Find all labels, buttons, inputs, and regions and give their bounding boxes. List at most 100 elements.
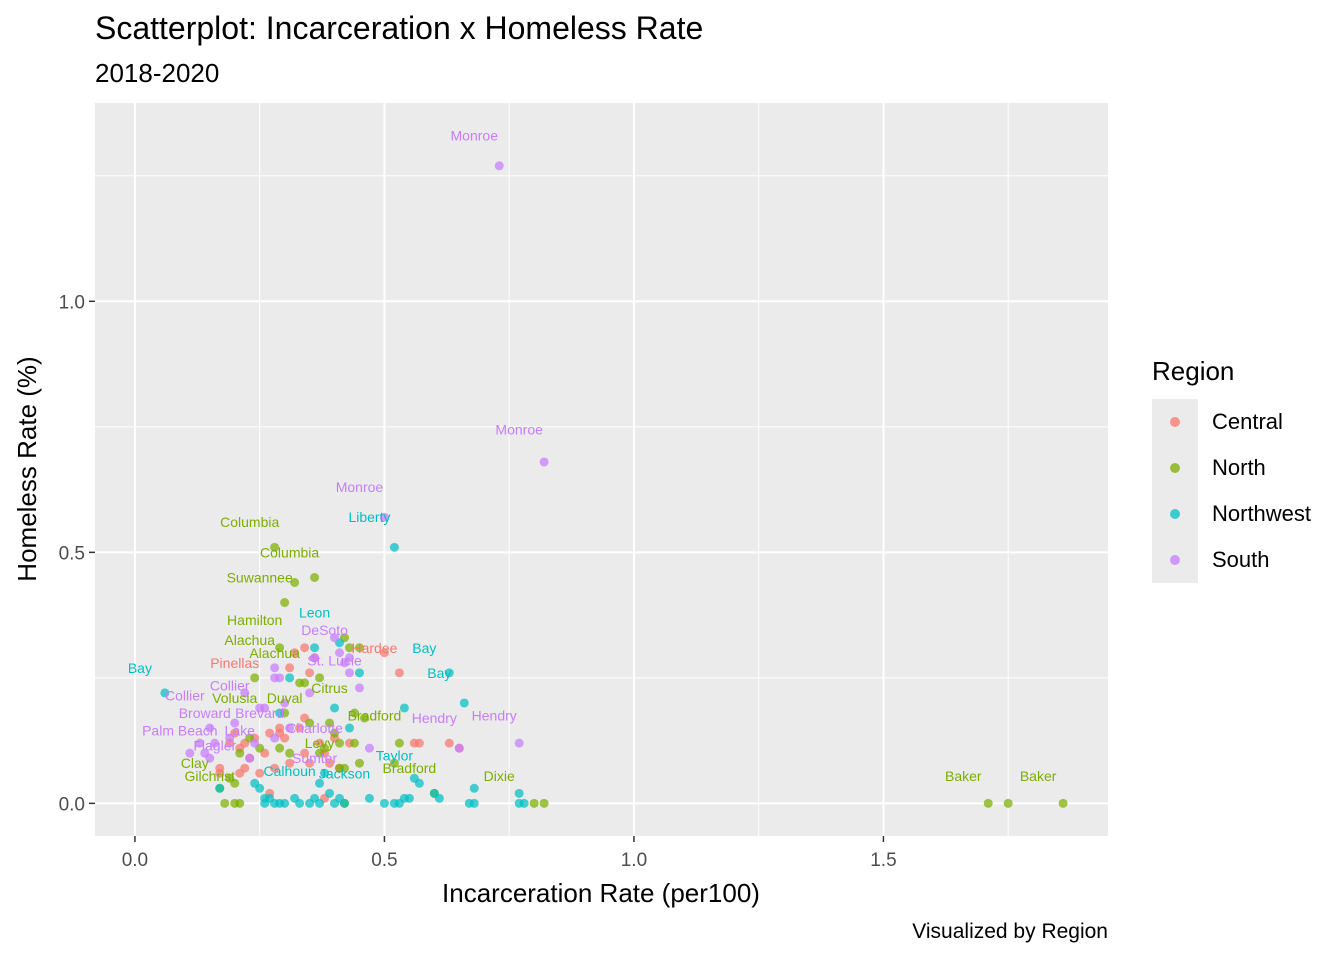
data-point-south bbox=[539, 457, 549, 467]
point-label-south: DeSoto bbox=[301, 622, 348, 638]
point-label-central: Hardee bbox=[351, 640, 397, 656]
x-axis-title: Incarceration Rate (per100) bbox=[442, 878, 760, 908]
data-point-north bbox=[275, 643, 285, 653]
data-point-northwest bbox=[379, 798, 389, 808]
data-point-northwest bbox=[389, 542, 399, 552]
data-point-north bbox=[539, 798, 549, 808]
data-point-north bbox=[394, 738, 404, 748]
chart-title: Scatterplot: Incarceration x Homeless Ra… bbox=[95, 10, 704, 46]
point-label-northwest: Bay bbox=[427, 665, 451, 681]
data-point-central bbox=[285, 663, 295, 673]
data-point-northwest bbox=[519, 798, 529, 808]
legend-item-south: South bbox=[1152, 537, 1311, 583]
data-point-northwest bbox=[255, 783, 265, 793]
data-point-central bbox=[305, 668, 315, 678]
data-point-central bbox=[300, 748, 310, 758]
data-point-central bbox=[280, 733, 290, 743]
data-point-north bbox=[340, 763, 350, 773]
y-tick-label: 1.0 bbox=[59, 292, 85, 313]
data-point-north bbox=[315, 673, 325, 683]
data-point-south bbox=[280, 698, 290, 708]
point-label-south: Hendry bbox=[412, 710, 457, 726]
point-label-south: Charlotte bbox=[286, 720, 343, 736]
data-point-northwest bbox=[275, 708, 285, 718]
data-point-south bbox=[185, 748, 195, 758]
data-point-north bbox=[389, 758, 399, 768]
y-axis-title: Homeless Rate (%) bbox=[12, 356, 42, 581]
data-point-north bbox=[220, 798, 230, 808]
labels-layer: Pinellas Hardee Columbia Columbia Suwannee Ha… bbox=[128, 128, 1057, 784]
data-point-south bbox=[240, 688, 250, 698]
point-label-north: Suwannee bbox=[227, 569, 293, 585]
point-label-south: Monroe bbox=[495, 421, 543, 437]
data-point-south bbox=[205, 753, 215, 763]
data-point-northwest bbox=[280, 798, 290, 808]
data-point-north bbox=[225, 773, 235, 783]
point-label-north: Bradford bbox=[383, 760, 437, 776]
legend-label: Central bbox=[1212, 409, 1283, 434]
data-point-central bbox=[414, 738, 424, 748]
legend-swatch bbox=[1170, 509, 1180, 519]
point-label-south: Collier bbox=[210, 677, 250, 693]
point-label-north: Citrus bbox=[311, 680, 348, 696]
point-label-northwest: Calhoun bbox=[264, 763, 316, 779]
point-label-north: Volusia bbox=[212, 690, 257, 706]
chart-caption: Visualized by Region bbox=[912, 920, 1108, 943]
data-point-north bbox=[300, 678, 310, 688]
point-label-south: St. Lucie bbox=[307, 652, 362, 668]
data-point-north bbox=[250, 673, 260, 683]
data-point-south bbox=[195, 738, 205, 748]
legend: Region Central North Northwest South bbox=[1152, 356, 1311, 583]
legend-label: South bbox=[1212, 547, 1270, 572]
plot-panel bbox=[95, 103, 1108, 836]
data-point-south bbox=[354, 683, 364, 693]
data-point-north bbox=[235, 798, 245, 808]
data-point-north bbox=[275, 743, 285, 753]
data-point-northwest bbox=[469, 798, 479, 808]
data-point-south bbox=[260, 703, 270, 713]
point-label-northwest: Jackson bbox=[319, 765, 370, 781]
data-point-south bbox=[514, 738, 524, 748]
legend-key bbox=[1152, 491, 1198, 537]
data-point-central bbox=[305, 758, 315, 768]
data-point-northwest bbox=[160, 688, 170, 698]
x-axis: 0.0 0.5 1.0 1.5 bbox=[122, 836, 897, 871]
data-point-north bbox=[1003, 798, 1013, 808]
data-point-north bbox=[983, 798, 993, 808]
data-point-south bbox=[494, 161, 504, 171]
point-label-northwest: Bay bbox=[128, 660, 152, 676]
data-point-central bbox=[300, 643, 310, 653]
legend-key bbox=[1152, 537, 1198, 583]
data-point-north bbox=[280, 598, 290, 608]
point-label-north: Dixie bbox=[484, 768, 515, 784]
points-layer bbox=[160, 161, 1068, 808]
x-tick-label: 0.0 bbox=[122, 850, 148, 871]
point-label-north: Alachua bbox=[224, 632, 275, 648]
point-label-south: Brevard bbox=[235, 705, 284, 721]
data-point-south bbox=[364, 743, 374, 753]
data-point-central bbox=[325, 758, 335, 768]
legend-item-northwest: Northwest bbox=[1152, 491, 1311, 537]
data-point-northwest bbox=[320, 768, 330, 778]
data-point-south bbox=[230, 718, 240, 728]
data-point-south bbox=[379, 512, 389, 522]
data-point-north bbox=[529, 798, 539, 808]
point-label-north: Clay bbox=[181, 755, 209, 771]
data-point-north bbox=[354, 643, 364, 653]
data-point-south bbox=[335, 648, 345, 658]
legend-key bbox=[1152, 399, 1198, 445]
point-label-north: Baker bbox=[1020, 768, 1057, 784]
data-point-north bbox=[335, 738, 345, 748]
data-point-northwest bbox=[285, 673, 295, 683]
legend-swatch bbox=[1170, 555, 1180, 565]
point-label-north: Columbia bbox=[220, 514, 279, 530]
data-point-northwest bbox=[414, 778, 424, 788]
data-point-central bbox=[255, 768, 265, 778]
legend-label: North bbox=[1212, 455, 1266, 480]
data-point-south bbox=[330, 633, 340, 643]
data-point-central bbox=[444, 738, 454, 748]
data-point-north bbox=[330, 728, 340, 738]
x-tick-label: 1.0 bbox=[621, 850, 647, 871]
y-tick-label: 0.5 bbox=[59, 543, 85, 564]
data-point-central bbox=[394, 668, 404, 678]
